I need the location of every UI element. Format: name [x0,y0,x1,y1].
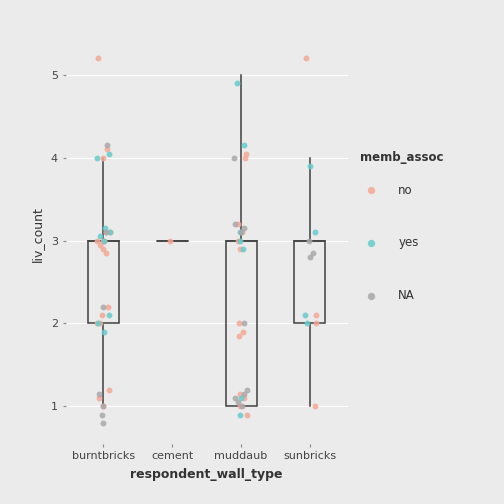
Point [94,320,102,328]
Point [310,402,319,410]
Point [240,320,248,328]
Point [236,228,244,236]
Point [106,228,114,236]
Text: yes: yes [398,236,418,249]
Point [235,320,243,328]
Point [310,228,319,236]
Point [236,245,244,253]
Point [237,228,245,236]
Point [102,228,110,236]
Point [95,390,103,398]
Point [312,311,321,319]
Point [99,236,107,244]
Point [96,320,104,328]
Point [312,320,320,328]
Bar [88,240,119,324]
Point [309,249,317,257]
Point [240,141,248,149]
Point [234,236,242,244]
Point [233,79,241,87]
Point [95,394,103,402]
Point [105,150,113,158]
Point [238,228,246,236]
Point [237,394,245,402]
Point [242,150,250,158]
Point [99,402,107,410]
Point [98,154,106,162]
Point [242,410,250,418]
Text: NA: NA [398,289,415,302]
Point [99,245,107,253]
Point [234,220,242,228]
Point [236,410,244,418]
Point [102,249,110,257]
Point [105,311,113,319]
Bar [226,240,257,406]
Text: memb_assoc: memb_assoc [360,151,444,164]
Point [93,236,101,244]
Point [239,328,247,336]
Point [240,394,248,402]
Text: no: no [398,183,413,197]
Point [305,253,313,261]
Point [166,236,174,244]
Point [240,224,248,232]
Point [105,386,113,394]
Point [93,320,101,328]
Point [101,224,109,232]
Point [303,320,311,328]
Point [231,220,239,228]
Point [230,154,238,162]
Point [105,228,113,236]
Point [96,232,104,240]
Bar [294,240,326,324]
Point [99,402,107,410]
Point [94,54,102,62]
Point [305,236,313,244]
Point [236,390,244,398]
Point [302,54,310,62]
Point [93,154,101,162]
Point [100,328,108,336]
Point [234,398,242,406]
Point [301,311,309,319]
Point [98,410,106,418]
Point [103,146,111,154]
Point [305,162,313,170]
Point [103,141,111,149]
Point [243,386,251,394]
Point [235,332,243,340]
X-axis label: respondent_wall_type: respondent_wall_type [131,468,283,481]
Point [100,236,108,244]
Point [102,228,110,236]
Point [231,394,239,402]
Y-axis label: liv_count: liv_count [31,207,44,262]
Point [236,236,244,244]
Point [99,303,107,311]
Point [236,402,244,410]
Point [239,390,247,398]
Point [98,311,106,319]
Point [238,402,246,410]
Point [239,245,247,253]
Point [103,303,111,311]
Point [241,154,249,162]
Point [99,419,107,427]
Point [100,236,108,244]
Point [96,241,104,249]
